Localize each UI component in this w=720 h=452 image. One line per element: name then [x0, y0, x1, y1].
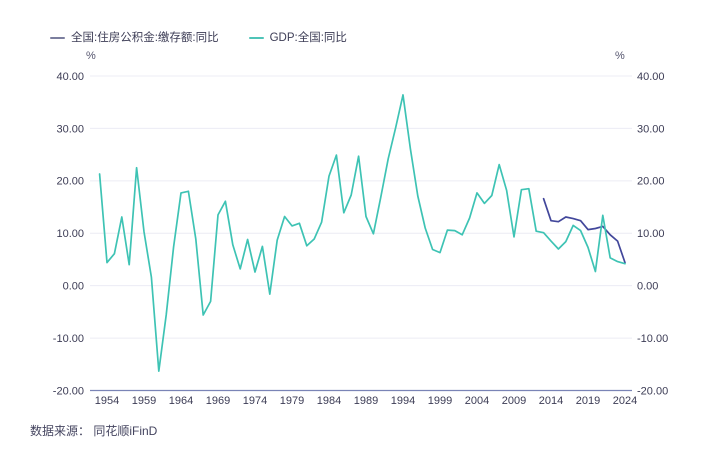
gdp-line: [98, 94, 626, 372]
gdp-line-marker: [248, 37, 264, 39]
y-tick-label: 20.00: [56, 176, 84, 188]
y-tick-label: -20.00: [637, 385, 668, 397]
y-tick-label: 10.00: [56, 228, 84, 240]
y-tick-label: 30.00: [637, 123, 665, 135]
y-tick-label: 30.00: [56, 123, 84, 135]
y-axis-unit-left: %: [86, 50, 96, 62]
legend-item-gdp[interactable]: GDP:全国:同比: [248, 31, 347, 45]
y-axis-unit-right: %: [615, 50, 625, 62]
y-tick-label: -10.00: [53, 333, 84, 345]
y-tick-label: 40.00: [637, 71, 665, 83]
x-tick-label: 1999: [428, 395, 452, 407]
provident-fund-line-marker: [50, 37, 65, 39]
legend: 全国:住房公积金:缴存额:同比 GDP:全国:同比: [50, 31, 347, 45]
y-tick-label: 0.00: [63, 281, 84, 293]
legend-label-gdp: GDP:全国:同比: [269, 32, 347, 44]
data-source-note: 数据来源： 同花顺iFinD: [30, 424, 158, 438]
y-tick-label: 20.00: [637, 176, 665, 188]
x-tick-label: 2014: [539, 395, 563, 407]
y-tick-label: 40.00: [56, 71, 84, 83]
y-tick-label: 10.00: [637, 228, 665, 240]
x-tick-label: 2009: [502, 395, 526, 407]
x-tick-label: 2019: [576, 395, 600, 407]
x-tick-label: 1959: [132, 395, 156, 407]
provident-fund-line: [542, 197, 626, 264]
x-tick-label: 1979: [280, 395, 304, 407]
y-tick-label: -10.00: [637, 333, 668, 345]
y-tick-label: 0.00: [637, 281, 658, 293]
legend-item-provident-fund[interactable]: 全国:住房公积金:缴存额:同比: [50, 31, 219, 45]
x-tick-label: 2004: [465, 395, 489, 407]
x-tick-label: 1964: [169, 395, 193, 407]
x-tick-label: 2024: [613, 395, 637, 407]
legend-label-provident-fund: 全国:住房公积金:缴存额:同比: [71, 32, 219, 44]
y-tick-label: -20.00: [53, 385, 84, 397]
x-tick-label: 1994: [391, 395, 415, 407]
x-tick-label: 1984: [317, 395, 341, 407]
x-tick-label: 1974: [243, 395, 267, 407]
x-tick-label: 1969: [206, 395, 230, 407]
x-tick-label: 1989: [354, 395, 378, 407]
x-tick-label: 1954: [95, 395, 119, 407]
